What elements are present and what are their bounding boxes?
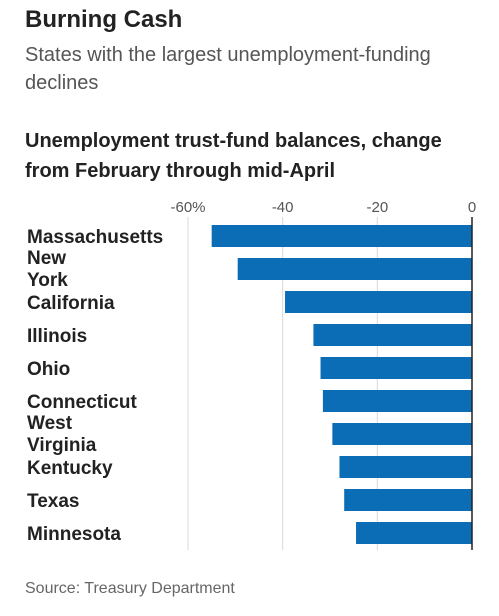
x-tick-label: 0 — [468, 199, 476, 216]
category-label: New York — [27, 248, 68, 291]
category-label: Kentucky — [27, 458, 113, 479]
category-label: Connecticut — [27, 392, 137, 413]
category-label: Ohio — [27, 359, 70, 380]
category-label: Minnesota — [27, 524, 121, 545]
category-label: Illinois — [27, 326, 87, 347]
subheadline: States with the largest unemployment-fun… — [25, 44, 431, 94]
category-label: California — [27, 293, 115, 314]
category-label: Texas — [27, 491, 79, 512]
category-label: West Virginia — [27, 413, 97, 456]
bar — [320, 357, 472, 379]
bar — [313, 324, 472, 346]
bar — [339, 456, 472, 478]
bar — [237, 258, 472, 280]
headline: Burning Cash — [25, 6, 183, 33]
source-note: Source: Treasury Department — [25, 580, 235, 597]
bar — [211, 225, 472, 247]
bar — [322, 390, 472, 412]
bar — [332, 423, 472, 445]
x-tick-label: -60% — [170, 199, 205, 216]
bars — [211, 225, 472, 544]
bar — [356, 522, 472, 544]
x-tick-label: -40 — [272, 199, 294, 216]
tick-labels: -60% -40 -20 0 — [170, 199, 476, 216]
category-label: Massachusetts — [27, 227, 163, 248]
bar — [344, 489, 472, 511]
bar — [285, 291, 472, 313]
x-tick-label: -20 — [366, 199, 388, 216]
chart-title: Unemployment trust-fund balances, change… — [25, 130, 442, 182]
